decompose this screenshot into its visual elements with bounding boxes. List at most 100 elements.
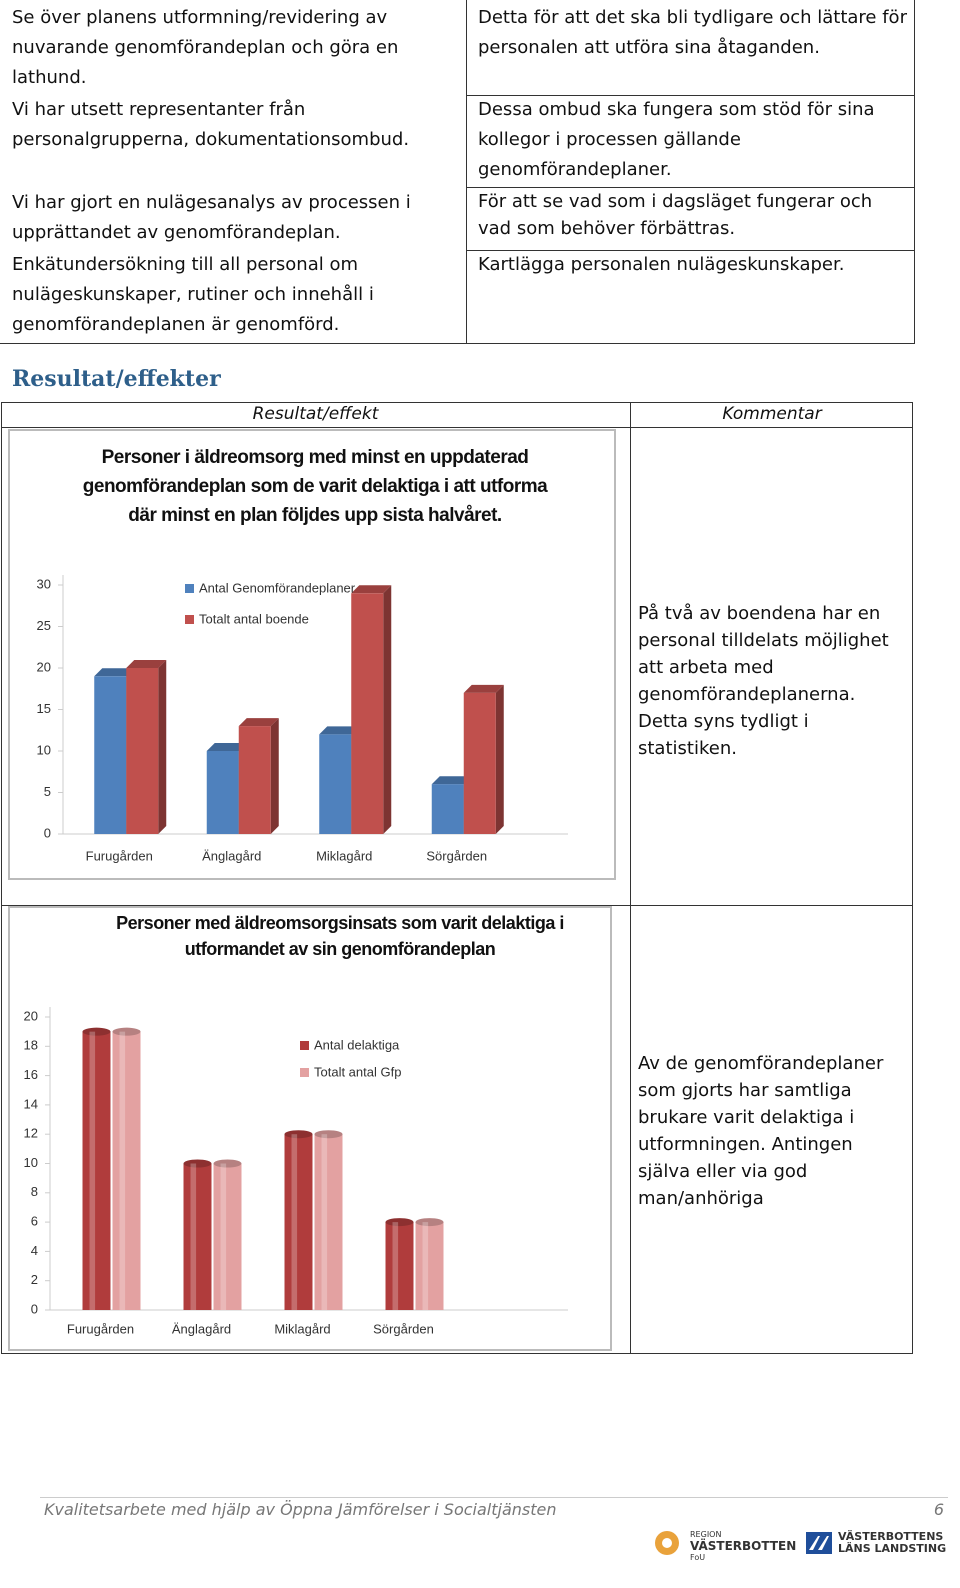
bar-top	[319, 726, 360, 735]
x-tick-label: Sörgården	[373, 1321, 434, 1336]
footer-text: Kvalitetsarbete med hjälp av Öppna Jämfö…	[44, 1500, 557, 1519]
bar-top	[238, 718, 279, 727]
bar-highlight	[291, 1134, 298, 1310]
column-border	[630, 402, 631, 1354]
logo: VÄSTERBOTTENS LÄNS LANDSTING	[838, 1531, 946, 1555]
logo-icon	[806, 1532, 832, 1554]
logo-text: VÄSTERBOTTENS	[838, 1530, 944, 1543]
bar-highlight	[119, 1031, 126, 1310]
logo-text: VÄSTERBOTTEN	[690, 1539, 797, 1553]
y-tick-label: 16	[24, 1067, 38, 1082]
bar-highlight	[190, 1163, 197, 1310]
bar-highlight	[321, 1134, 328, 1310]
text: Vi har utsett representanter från person…	[12, 99, 410, 150]
text: För att se vad som i dagsläget fungerar …	[478, 191, 873, 239]
bar	[82, 1031, 111, 1310]
y-tick-label: 20	[37, 659, 51, 674]
row-border	[466, 187, 915, 188]
comment: På två av boendena har en personal tilld…	[638, 603, 889, 759]
row-border	[466, 250, 915, 251]
y-tick-label: 0	[44, 825, 51, 840]
bar-cap	[183, 1159, 212, 1168]
bar-top	[351, 585, 392, 594]
y-tick-label: 12	[24, 1126, 38, 1141]
bar	[415, 1222, 444, 1310]
y-tick-label: 10	[24, 1155, 38, 1170]
bar-highlight	[392, 1222, 399, 1310]
chart-title: Personer med äldreomsorgsinsats som vari…	[116, 913, 564, 959]
y-tick-label: 14	[24, 1096, 38, 1111]
logo-text: REGION	[690, 1530, 722, 1539]
chart-frame	[8, 906, 612, 1351]
bar-cap	[284, 1130, 313, 1139]
page-number: 6	[933, 1500, 944, 1519]
y-tick-label: 30	[37, 576, 51, 591]
legend-label: Antal Genomförandeplaner	[199, 580, 356, 595]
legend-swatch	[185, 584, 194, 593]
y-tick-label: 0	[31, 1301, 38, 1316]
logo-text: FoU	[690, 1553, 706, 1562]
y-tick-label: 6	[31, 1214, 38, 1229]
row-border	[1, 427, 913, 428]
bar-side	[270, 718, 279, 834]
bar-cap	[82, 1027, 111, 1036]
bar-top	[206, 743, 247, 751]
bar-cap	[112, 1027, 141, 1036]
x-tick-label: Furugården	[67, 1321, 134, 1336]
text: Kartlägga personalen nulägeskunskaper.	[478, 254, 845, 275]
footer-rule	[40, 1497, 948, 1498]
chart: 0 2 4 6 8 10 12 14 16 18 20 Furugården Änglagård Mikl…	[24, 1007, 568, 1336]
bar-cap	[385, 1218, 414, 1227]
bar	[314, 1134, 343, 1310]
logo-icon	[655, 1531, 679, 1555]
legend-swatch	[300, 1041, 309, 1050]
logo: REGION VÄSTERBOTTEN FoU	[690, 1530, 796, 1563]
table-header: Kommentar	[722, 404, 822, 424]
bar	[431, 784, 464, 834]
y-tick-label: 8	[31, 1184, 38, 1199]
y-tick-label: 5	[44, 784, 51, 799]
bar-side	[495, 684, 504, 834]
bar-side	[383, 585, 392, 834]
bar	[213, 1163, 242, 1310]
table-header: Resultat/effekt	[252, 404, 379, 424]
y-tick-label: 25	[37, 618, 51, 633]
bar	[284, 1134, 313, 1310]
comment: Av de genomförandeplaner som gjorts har …	[638, 1053, 884, 1209]
bar	[183, 1163, 212, 1310]
row-border	[0, 343, 466, 344]
text: Detta för att det ska bli tydligare och …	[478, 7, 907, 58]
bar	[385, 1222, 414, 1310]
bar-top	[431, 776, 472, 785]
text: Vi har gjort en nulägesanalys av process…	[12, 192, 411, 243]
row-border	[1, 905, 913, 906]
bar	[206, 751, 239, 834]
bar	[463, 692, 496, 834]
bar	[319, 734, 352, 834]
y-tick-label: 18	[24, 1038, 38, 1053]
text: Dessa ombud ska fungera som stöd för sin…	[478, 99, 875, 180]
bar	[94, 676, 127, 834]
legend-label: Totalt antal Gfp	[314, 1064, 401, 1079]
bar-cap	[213, 1159, 242, 1168]
results-table	[1, 402, 913, 1354]
y-tick-label: 15	[37, 701, 51, 716]
bar	[112, 1031, 141, 1310]
legend-label: Antal delaktiga	[314, 1037, 400, 1052]
x-tick-label: Änglagård	[172, 1321, 231, 1336]
x-tick-label: Miklagård	[316, 848, 372, 863]
bar-top	[126, 660, 167, 668]
bar-highlight	[422, 1222, 429, 1310]
text: Se över planens utformning/revidering av…	[12, 7, 399, 88]
y-tick-label: 10	[37, 742, 51, 757]
chart-title: Personer i äldreomsorg med minst en uppd…	[82, 447, 548, 526]
legend-swatch	[185, 615, 194, 624]
bar-side	[158, 660, 167, 834]
table-column	[466, 0, 915, 344]
bar-cap	[415, 1218, 444, 1227]
bar	[351, 593, 384, 834]
bar	[126, 668, 159, 834]
bar	[238, 726, 271, 834]
chart: 0 5 10 15 20 25 30 Furugården Änglagård Miklagård…	[37, 575, 568, 863]
